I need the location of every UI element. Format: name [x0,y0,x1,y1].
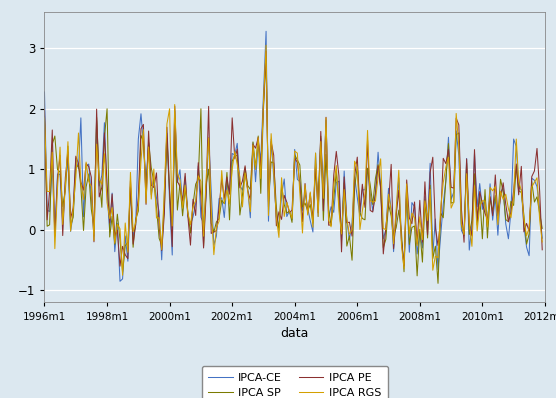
Line: IPCA-CE: IPCA-CE [44,31,542,281]
X-axis label: data: data [280,327,309,340]
Line: IPCA SP: IPCA SP [44,57,542,283]
Line: IPCA RGS: IPCA RGS [44,45,542,275]
Line: IPCA PE: IPCA PE [44,51,542,266]
Legend: IPCA-CE, IPCA SP, IPCA PE, IPCA RGS: IPCA-CE, IPCA SP, IPCA PE, IPCA RGS [202,366,388,398]
